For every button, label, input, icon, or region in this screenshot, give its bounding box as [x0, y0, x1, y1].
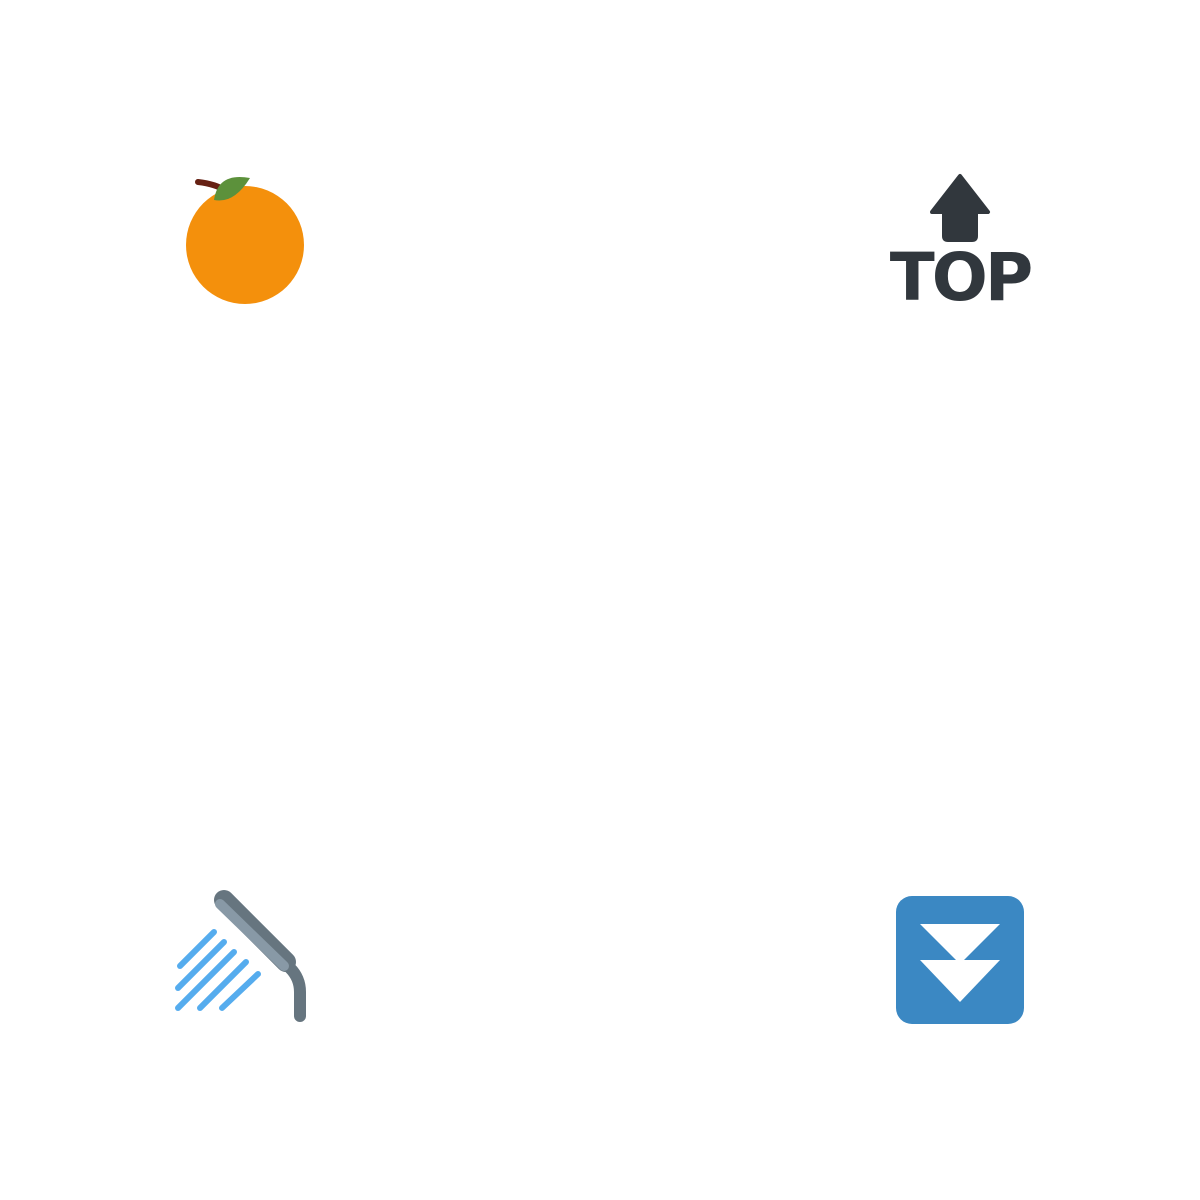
fast-down-button-icon	[880, 880, 1040, 1040]
top-arrow-icon: TOP	[880, 160, 1040, 320]
shower-icon	[160, 880, 320, 1040]
top-label: TOP	[890, 239, 1031, 316]
tangerine-icon	[160, 160, 320, 320]
